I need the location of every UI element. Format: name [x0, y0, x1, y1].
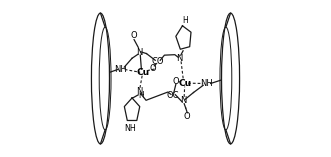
Text: NH: NH: [124, 124, 136, 133]
Text: Cu: Cu: [178, 79, 192, 88]
Text: O: O: [173, 77, 179, 86]
Text: NH: NH: [115, 65, 127, 74]
Text: N: N: [136, 87, 142, 96]
Text: O: O: [184, 112, 191, 121]
Text: H: H: [138, 91, 144, 100]
Text: CO: CO: [151, 57, 164, 66]
Text: H: H: [182, 16, 188, 25]
Text: N: N: [176, 54, 183, 63]
Text: O: O: [150, 64, 156, 73]
Text: O: O: [130, 31, 137, 40]
Text: N: N: [180, 96, 187, 105]
Text: Cu: Cu: [136, 68, 150, 77]
Text: N: N: [136, 48, 142, 57]
Text: OC: OC: [166, 91, 179, 100]
Text: NH: NH: [200, 79, 213, 88]
